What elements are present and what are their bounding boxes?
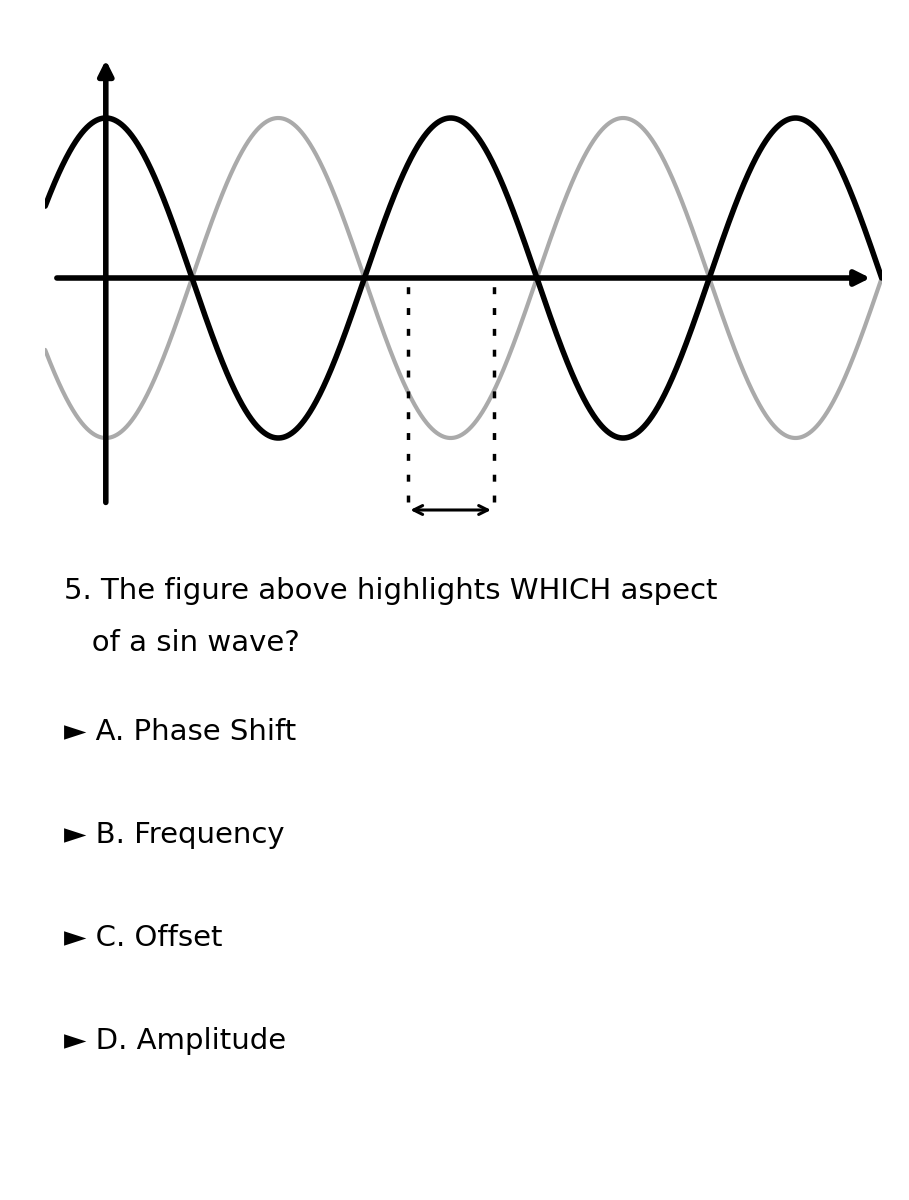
- Text: of a sin wave?: of a sin wave?: [64, 629, 299, 656]
- Text: ► C. Offset: ► C. Offset: [64, 924, 222, 952]
- Text: 5. The figure above highlights WHICH aspect: 5. The figure above highlights WHICH asp…: [64, 577, 717, 605]
- Text: ► D. Amplitude: ► D. Amplitude: [64, 1027, 285, 1055]
- Text: ► B. Frequency: ► B. Frequency: [64, 821, 285, 850]
- Text: ► A. Phase Shift: ► A. Phase Shift: [64, 719, 296, 746]
